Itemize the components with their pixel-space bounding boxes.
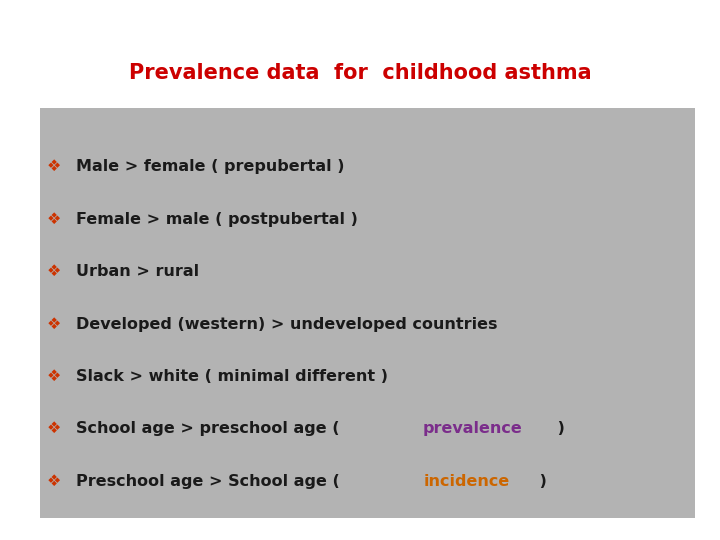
Text: ): ) bbox=[534, 474, 547, 489]
FancyBboxPatch shape bbox=[40, 108, 695, 518]
Text: prevalence: prevalence bbox=[423, 421, 523, 436]
Text: incidence: incidence bbox=[423, 474, 510, 489]
Text: Male > female ( prepubertal ): Male > female ( prepubertal ) bbox=[76, 159, 344, 174]
Text: Slack > white ( minimal different ): Slack > white ( minimal different ) bbox=[76, 369, 387, 384]
Text: ❖: ❖ bbox=[47, 159, 61, 174]
Text: Urban > rural: Urban > rural bbox=[76, 264, 199, 279]
Text: Preschool age > School age (: Preschool age > School age ( bbox=[76, 474, 345, 489]
Text: ❖: ❖ bbox=[47, 316, 61, 332]
Text: ❖: ❖ bbox=[47, 212, 61, 227]
Text: ❖: ❖ bbox=[47, 264, 61, 279]
Text: ❖: ❖ bbox=[47, 474, 61, 489]
Text: ❖: ❖ bbox=[47, 421, 61, 436]
Text: Female > male ( postpubertal ): Female > male ( postpubertal ) bbox=[76, 212, 357, 227]
Text: School age > preschool age (: School age > preschool age ( bbox=[76, 421, 345, 436]
Text: ): ) bbox=[552, 421, 564, 436]
Text: Developed (western) > undeveloped countries: Developed (western) > undeveloped countr… bbox=[76, 316, 497, 332]
Text: ❖: ❖ bbox=[47, 369, 61, 384]
Text: Prevalence data  for  childhood asthma: Prevalence data for childhood asthma bbox=[129, 63, 591, 83]
